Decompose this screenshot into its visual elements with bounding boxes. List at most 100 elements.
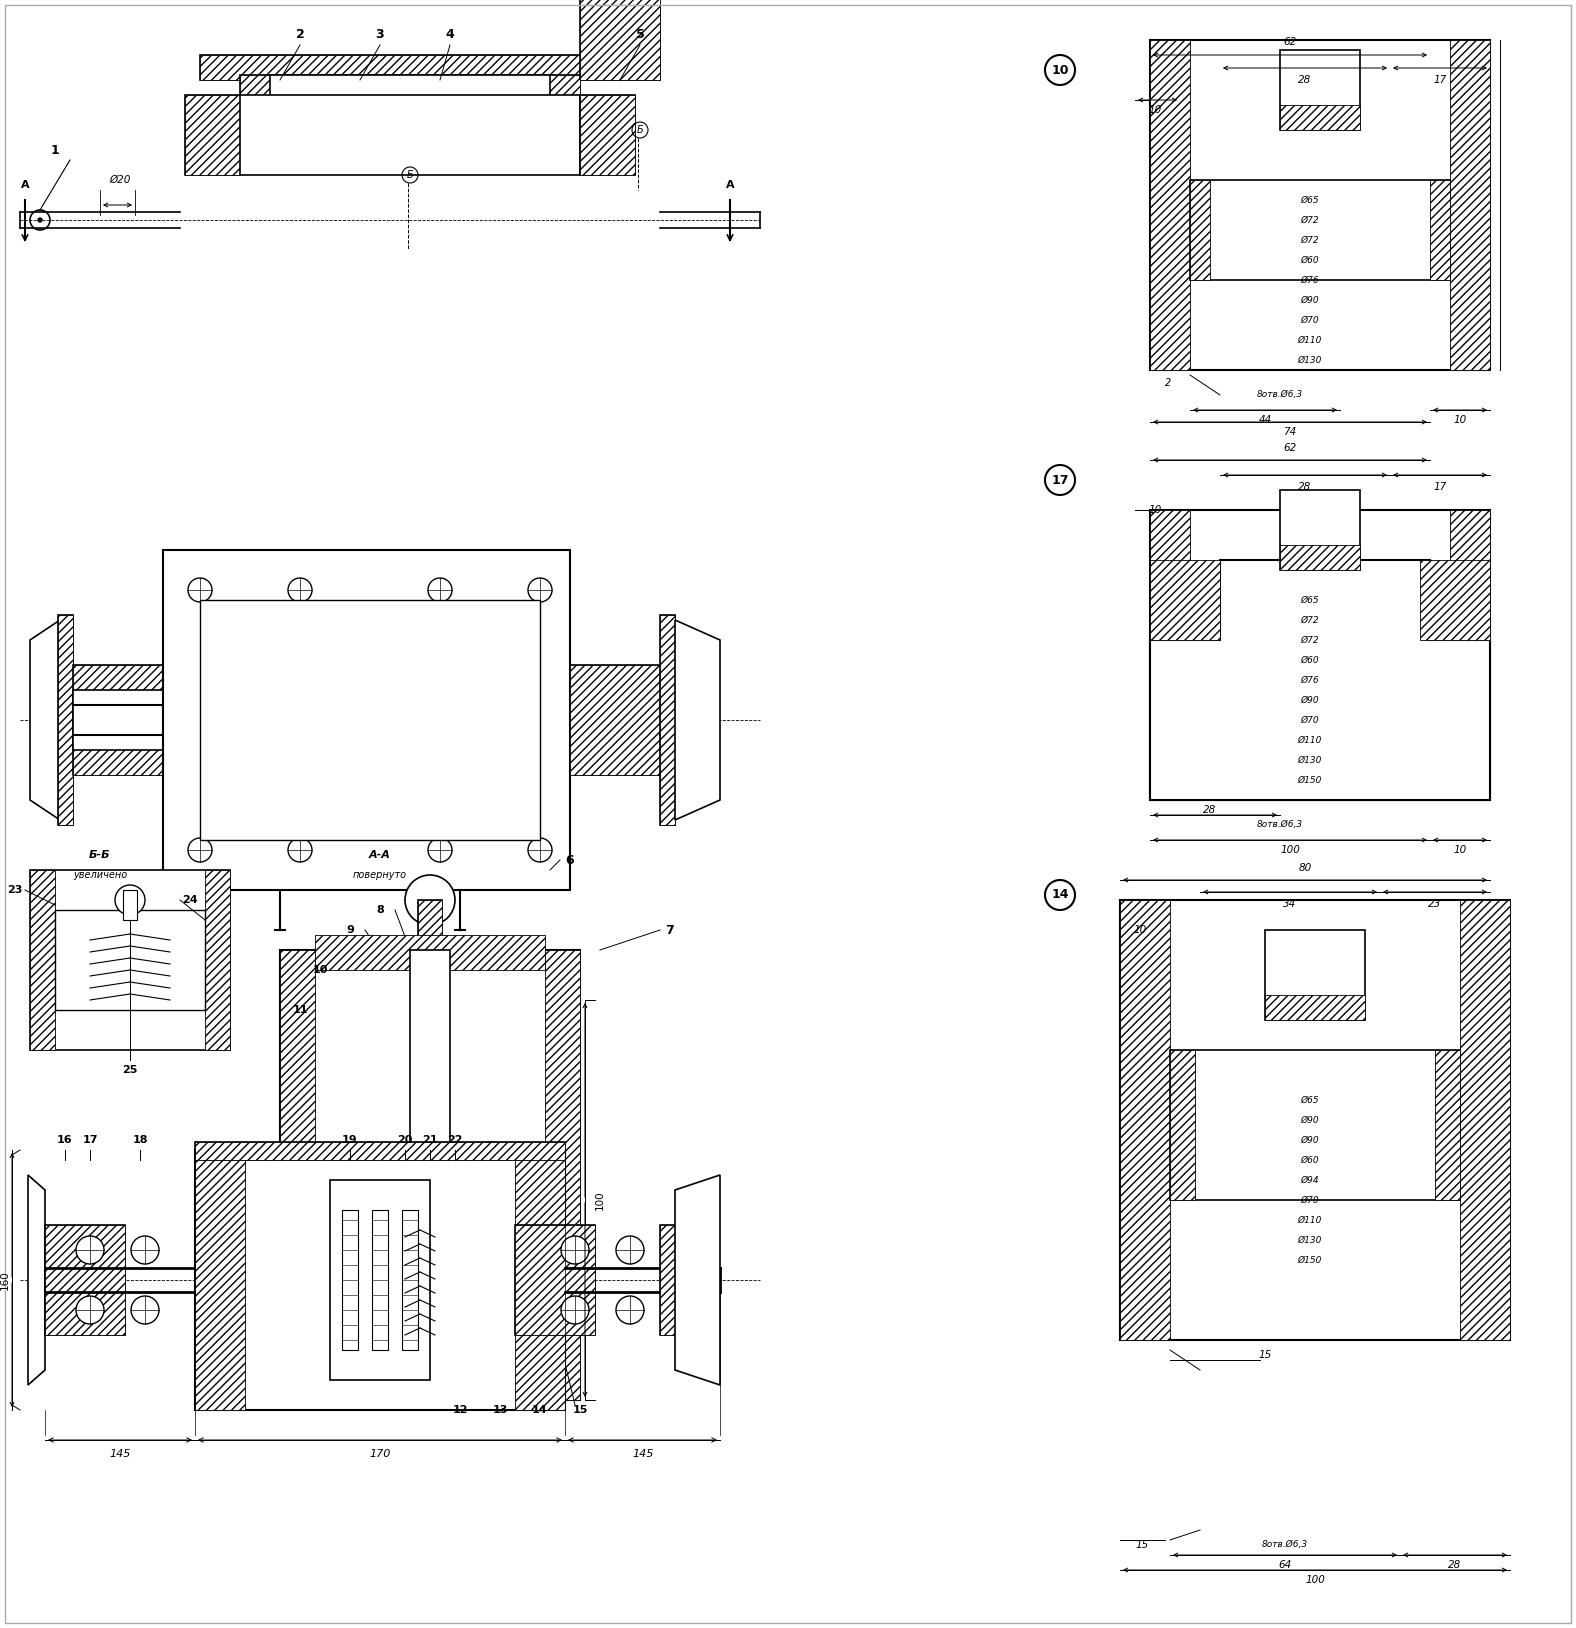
Bar (660, 615, 675, 825)
Text: A: A (20, 181, 30, 190)
Circle shape (561, 1296, 589, 1324)
Text: 10: 10 (1453, 845, 1467, 855)
Text: Ø60: Ø60 (1300, 656, 1319, 664)
Bar (72, 664, 162, 775)
Circle shape (188, 838, 213, 861)
Text: Ø90: Ø90 (1300, 1135, 1319, 1144)
Text: 14: 14 (533, 1405, 548, 1415)
Circle shape (528, 838, 552, 861)
Text: Ø110: Ø110 (1297, 1216, 1322, 1224)
Bar (269, 75, 550, 135)
Bar (1190, 181, 1450, 280)
Bar (580, 0, 660, 80)
Circle shape (188, 578, 213, 602)
Text: 80: 80 (1299, 863, 1311, 873)
Text: 22: 22 (448, 1135, 463, 1144)
Bar (240, 75, 580, 104)
Text: 10: 10 (312, 965, 328, 975)
Circle shape (457, 952, 473, 969)
Text: Ø65: Ø65 (1300, 195, 1319, 205)
Text: 5: 5 (635, 29, 645, 41)
Text: 64: 64 (1278, 1560, 1292, 1569)
Bar (46, 1224, 125, 1335)
Bar (580, 94, 635, 174)
Text: повернуто: повернуто (353, 869, 407, 881)
Text: Ø65: Ø65 (1300, 596, 1319, 604)
Text: 8отв.Ø6,3: 8отв.Ø6,3 (1258, 821, 1303, 830)
Text: Б-Б: Б-Б (90, 850, 110, 860)
Polygon shape (675, 1175, 720, 1385)
Bar (1169, 1050, 1195, 1200)
Bar (315, 1364, 545, 1400)
Bar (58, 615, 72, 825)
Circle shape (616, 1296, 645, 1324)
Text: Ø150: Ø150 (1297, 775, 1322, 785)
Bar (281, 951, 580, 1400)
Bar (123, 891, 137, 920)
Text: Ø130: Ø130 (1297, 355, 1322, 365)
Text: 8отв.Ø6,3: 8отв.Ø6,3 (1262, 1540, 1308, 1550)
Text: Ø94: Ø94 (1300, 1175, 1319, 1185)
Bar (240, 75, 580, 104)
Bar (58, 615, 72, 825)
Circle shape (76, 1296, 104, 1324)
Bar (1280, 104, 1360, 130)
Circle shape (38, 218, 43, 221)
Bar (372, 1210, 388, 1350)
Text: Ø60: Ø60 (1300, 256, 1319, 264)
Text: 28: 28 (1299, 482, 1311, 492)
Bar (660, 1224, 675, 1335)
Bar (329, 1180, 430, 1381)
Bar (20, 29, 771, 430)
Text: 100: 100 (1280, 845, 1300, 855)
Text: 145: 145 (632, 1449, 654, 1459)
Bar (1429, 181, 1450, 280)
Text: 23: 23 (8, 886, 22, 895)
Polygon shape (28, 1175, 46, 1385)
Circle shape (471, 1262, 507, 1298)
Text: 15: 15 (572, 1405, 588, 1415)
Text: Ø90: Ø90 (1300, 1115, 1319, 1125)
Circle shape (528, 578, 552, 602)
Polygon shape (1150, 560, 1489, 799)
Bar (205, 869, 230, 1050)
Bar (72, 690, 162, 751)
Text: 10: 10 (1149, 505, 1162, 514)
Text: 17: 17 (1051, 474, 1069, 487)
Bar (515, 1224, 596, 1335)
Circle shape (429, 838, 452, 861)
Bar (1266, 930, 1365, 1021)
Bar (184, 94, 240, 174)
Text: Ø72: Ø72 (1300, 215, 1319, 225)
Text: 3: 3 (375, 29, 385, 41)
Circle shape (388, 952, 403, 969)
Text: увеличено: увеличено (72, 869, 128, 881)
Text: Ø130: Ø130 (1297, 755, 1322, 765)
Bar (200, 55, 619, 80)
Bar (342, 1210, 358, 1350)
Bar (1121, 900, 1169, 1340)
Text: 15: 15 (1258, 1350, 1272, 1359)
Circle shape (131, 1296, 159, 1324)
Text: Ø70: Ø70 (1300, 1195, 1319, 1205)
Text: 17: 17 (1434, 75, 1447, 85)
Text: 7: 7 (665, 923, 675, 936)
Text: 28: 28 (1448, 1560, 1461, 1569)
Bar (515, 1224, 596, 1335)
Bar (1150, 560, 1220, 640)
Text: Ø76: Ø76 (1300, 275, 1319, 285)
Text: 100: 100 (596, 1190, 605, 1210)
Bar (660, 1224, 675, 1335)
Circle shape (115, 886, 145, 915)
Text: 13: 13 (492, 1405, 507, 1415)
Text: Ø72: Ø72 (1300, 615, 1319, 625)
Bar (545, 951, 580, 1400)
Text: Ø90: Ø90 (1300, 695, 1319, 705)
Bar (571, 664, 660, 775)
Bar (515, 1149, 566, 1410)
Bar (1150, 41, 1489, 370)
Text: 44: 44 (1258, 415, 1272, 425)
Text: Ø72: Ø72 (1300, 236, 1319, 244)
Bar (1280, 490, 1360, 570)
Text: 74: 74 (1283, 427, 1297, 436)
